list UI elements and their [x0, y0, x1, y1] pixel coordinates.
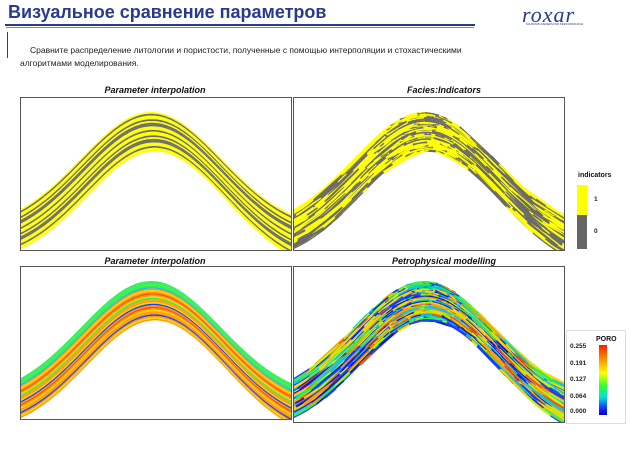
page-title: Визуальное сравнение параметров	[8, 2, 327, 22]
indicators-label-1: 1	[594, 196, 598, 203]
indicators-swatch-0	[577, 215, 587, 249]
panel-title-top-left: Parameter interpolation	[104, 85, 206, 95]
poro-modelling-image	[294, 281, 564, 422]
poro-tick-1: 0.191	[570, 360, 587, 367]
poro-interpolation-image	[21, 281, 291, 419]
indicators-legend-title: indicators	[578, 172, 612, 179]
cross-section-layers	[294, 281, 564, 422]
panel-title-bottom-right: Petrophysical modelling	[391, 256, 497, 266]
poro-tick-4: 0.000	[570, 408, 587, 415]
logo-text: roxar	[522, 2, 576, 27]
panel-poro-modelling	[293, 266, 565, 423]
panel-title-bottom-left: Parameter interpolation	[104, 256, 206, 266]
poro-tick-0: 0.255	[570, 343, 587, 350]
indicators-swatch-1	[577, 185, 587, 215]
indicators-label-0: 0	[594, 228, 598, 235]
poro-legend-title: PORO	[596, 336, 617, 343]
intro-line-2: алгоритмами моделирования.	[20, 58, 139, 68]
facies-indicators-image	[294, 111, 564, 250]
intro-line-1: Сравните распределение литологии и порис…	[30, 45, 462, 55]
intro-text: Сравните распределение литологии и порис…	[20, 44, 580, 70]
poro-colorbar	[599, 345, 607, 415]
cross-section-layers	[21, 112, 291, 250]
roxar-logo: roxar MAXIMUM RESERVOIR PERFORMANCE	[522, 2, 622, 28]
panel-facies-interpolation	[20, 97, 292, 251]
cross-section-layers	[21, 281, 291, 419]
title-underline	[5, 24, 475, 26]
panel-poro-interpolation	[20, 266, 292, 420]
facies-interpolation-image	[21, 112, 291, 250]
poro-tick-3: 0.064	[570, 393, 587, 400]
intro-accent-bar	[7, 32, 8, 58]
title-underline-thin	[6, 27, 474, 28]
panel-facies-indicators	[293, 97, 565, 251]
logo-tagline: MAXIMUM RESERVOIR PERFORMANCE	[526, 22, 584, 26]
poro-legend-frame	[566, 330, 626, 424]
cross-section-layers	[294, 111, 564, 250]
panel-title-top-right: Facies:Indicators	[406, 85, 482, 95]
poro-tick-2: 0.127	[570, 376, 587, 383]
